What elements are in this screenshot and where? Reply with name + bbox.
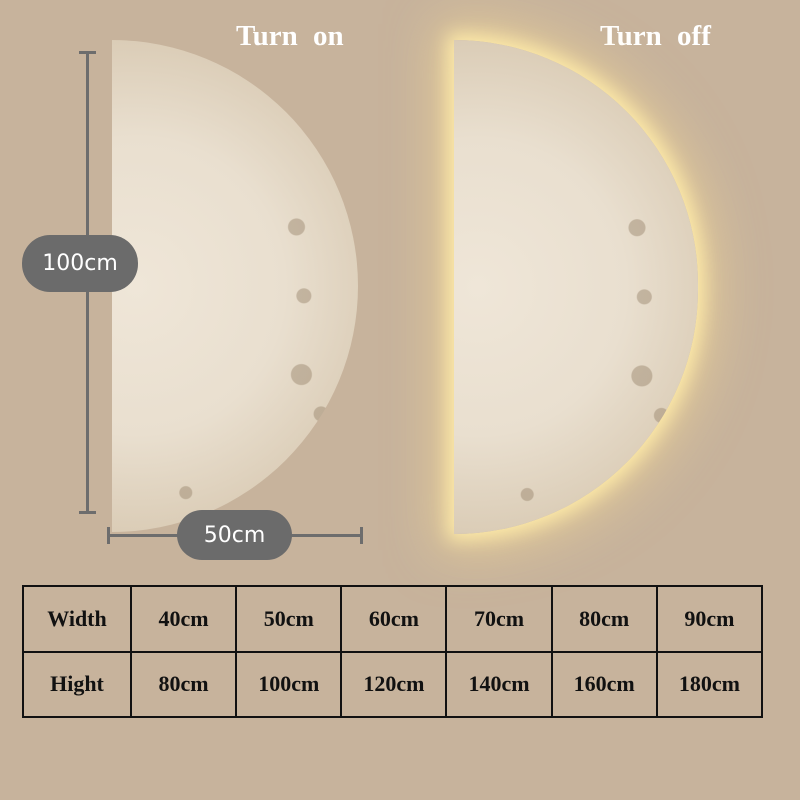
table-row-width: Width 40cm 50cm 60cm 70cm 80cm 90cm (22, 585, 764, 653)
half-moon-lamp-glowing-image (454, 40, 698, 534)
row-header: Hight (22, 650, 132, 718)
table-cell: 80cm (550, 585, 658, 653)
height-label: 100cm (22, 235, 138, 292)
table-row-height: Hight 80cm 100cm 120cm 140cm 160cm 180cm (22, 650, 764, 718)
table-cell: 80cm (129, 650, 238, 718)
table-cell: 180cm (655, 650, 764, 718)
table-cell: 60cm (340, 585, 448, 653)
table-cell: 90cm (655, 585, 764, 653)
row-header: Width (22, 585, 132, 653)
turn-off-title: Turn off (600, 20, 711, 52)
table-cell: 100cm (235, 650, 343, 718)
table-cell: 40cm (129, 585, 238, 653)
size-table: Width 40cm 50cm 60cm 70cm 80cm 90cm High… (22, 585, 764, 718)
width-label: 50cm (177, 510, 292, 560)
table-cell: 120cm (340, 650, 448, 718)
half-moon-lamp-image (112, 40, 358, 532)
table-cell: 160cm (550, 650, 658, 718)
height-line-cap-top (79, 51, 96, 54)
width-line-cap-right (360, 527, 363, 544)
height-line-cap-bottom (79, 511, 96, 514)
turn-on-title: Turn on (236, 20, 344, 52)
table-cell: 140cm (445, 650, 553, 718)
table-cell: 70cm (445, 585, 553, 653)
width-line-cap-left (107, 527, 110, 544)
table-cell: 50cm (235, 585, 343, 653)
